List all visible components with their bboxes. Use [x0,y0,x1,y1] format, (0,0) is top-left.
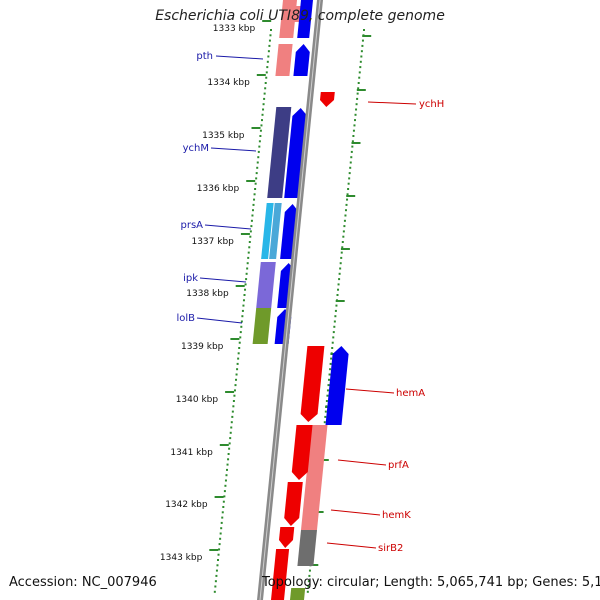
gene-label-prfA: prfA [388,460,409,471]
gene-label-ychH: ychH [419,99,444,110]
gene-label-leader [367,101,417,105]
map-title: Escherichia coli UTI89, complete genome [155,8,445,24]
gene-label-leader [330,509,381,516]
gene-arrow-hemA [300,346,325,422]
gene-label-leader [326,542,377,549]
gene-arrow-bottom [271,549,290,600]
gene-label-leader [337,459,387,466]
kbp-label: 1335 kbp [202,131,245,141]
cog-block-top [279,0,297,38]
backbone-ring [257,0,323,600]
kbp-label: 1336 kbp [197,184,240,194]
gene-arrow-forward [297,0,313,38]
kbp-label: 1341 kbp [170,448,213,458]
cog-block-prsA-b [269,203,282,259]
gene-label-pth: pth [196,51,213,62]
kbp-label: 1339 kbp [181,342,224,352]
kbp-label: 1343 kbp [160,553,203,563]
cog-category-blocks [252,6,328,600]
gene-arrow-sirB2 [279,527,295,548]
cog-block [256,262,276,308]
gene-arrow-hemA-forward [325,346,349,425]
gene-label-leader [210,147,257,152]
accession-label: Accession: NC_007946 [9,575,157,590]
backbone-ring-highlight [259,0,321,600]
kbp-label: 1337 kbp [191,237,234,247]
gene-label-leader [215,55,264,60]
gene-label-ychM: ychM [183,143,209,154]
gene-arrow-hemK [284,482,303,526]
genome-summary-label: Topology: circular; Length: 5,065,741 bp… [262,575,600,590]
cog-block [267,107,292,198]
gene-label-ipk: ipk [183,273,198,284]
gene-label-hemA: hemA [396,388,425,399]
kbp-label: 1333 kbp [213,24,256,34]
cog-block-prsA-a [261,203,274,259]
gene-arrow-pth [293,44,310,76]
cog-block-bottom [290,588,306,600]
cog-block [252,308,272,344]
cog-block [301,425,328,530]
gene-label-leader [196,317,243,324]
gene-arrow-prfA [291,425,313,480]
gene-label-leader [345,388,395,394]
gene-label-leaders [196,55,417,549]
cog-block [297,530,317,566]
kbp-label: 1340 kbp [176,395,219,405]
gene-label-leader [204,224,252,230]
gene-label-leader [199,277,247,283]
kbp-label: 1342 kbp [165,500,208,510]
map-labels: 1333 kbp 1334 kbp 1335 kbp 1336 kbp 1337 kbp… [160,24,444,563]
gene-arrow-ychH [320,92,335,107]
kbp-label: 1334 kbp [207,78,250,88]
kbp-label: 1338 kbp [186,289,229,299]
gene-label-hemK: hemK [382,510,411,521]
gene-label-lolB: lolB [176,313,195,324]
gene-label-sirB2: sirB2 [378,543,403,554]
gene-label-prsA: prsA [180,220,203,231]
cog-block-pth [275,44,293,76]
gene-arrow-ychM [284,108,308,198]
